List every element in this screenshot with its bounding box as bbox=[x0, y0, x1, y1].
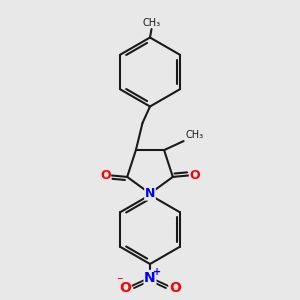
Text: ⁻: ⁻ bbox=[116, 275, 122, 289]
Text: +: + bbox=[152, 267, 161, 277]
Text: O: O bbox=[119, 281, 131, 295]
Text: O: O bbox=[189, 169, 200, 182]
Text: CH₃: CH₃ bbox=[185, 130, 203, 140]
Text: CH₃: CH₃ bbox=[142, 19, 160, 28]
Text: O: O bbox=[169, 281, 181, 295]
Text: O: O bbox=[100, 169, 111, 182]
Text: N: N bbox=[144, 271, 156, 284]
Text: N: N bbox=[145, 187, 155, 200]
